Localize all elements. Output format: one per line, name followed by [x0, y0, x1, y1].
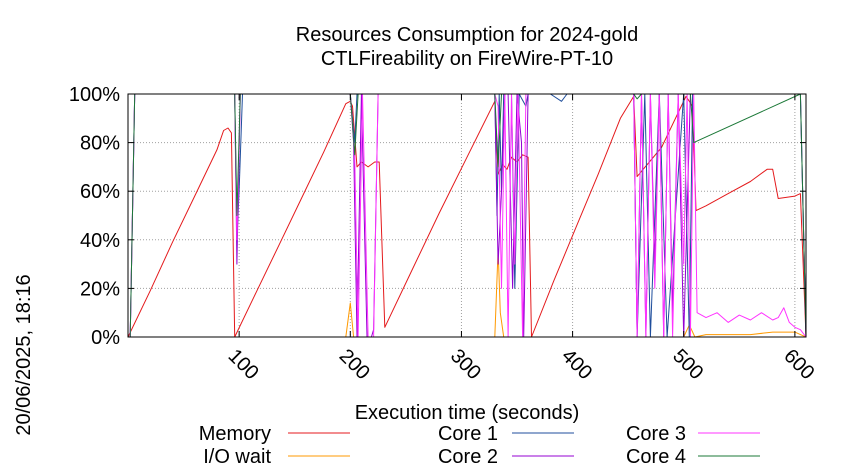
axis-ticks: 0% 20% 40% 60% 80% 100% 100 200 300 400 500 600	[69, 84, 819, 384]
x-tick-label: 100	[224, 345, 263, 384]
y-tick-label: 40%	[80, 230, 120, 252]
legend-label-i-o-wait: I/O wait	[203, 446, 271, 468]
series-line-core-3	[128, 93, 807, 338]
series-line-memory	[127, 95, 807, 338]
x-tick-label: 600	[779, 345, 818, 384]
series-line-i-o-wait	[128, 249, 807, 338]
chart-title-line-1: Resources Consumption for 2024-gold	[296, 24, 638, 46]
legend-label-core-4: Core 4	[626, 446, 686, 468]
series-line-core-1	[128, 93, 807, 338]
y-tick-label: 60%	[80, 181, 120, 203]
timestamp-label: 20/06/2025, 18:16	[13, 274, 35, 435]
x-tick-label: 500	[668, 345, 707, 384]
legend-label-core-2: Core 2	[438, 446, 498, 468]
chart-title-line-2: CTLFireability on FireWire-PT-10	[321, 48, 613, 70]
x-axis-label: Execution time (seconds)	[355, 402, 580, 424]
x-tick-label: 200	[335, 345, 374, 384]
y-tick-label: 80%	[80, 133, 120, 155]
y-tick-label: 20%	[80, 278, 120, 300]
legend-label-memory: Memory	[199, 423, 271, 445]
x-tick-label: 400	[557, 345, 596, 384]
plot-frame	[127, 93, 807, 338]
y-tick-label: 100%	[69, 84, 120, 106]
series-group	[127, 93, 807, 338]
legend-label-core-3: Core 3	[626, 423, 686, 445]
legend-label-core-1: Core 1	[438, 423, 498, 445]
x-tick-label: 300	[446, 345, 485, 384]
y-tick-label: 0%	[91, 327, 120, 349]
